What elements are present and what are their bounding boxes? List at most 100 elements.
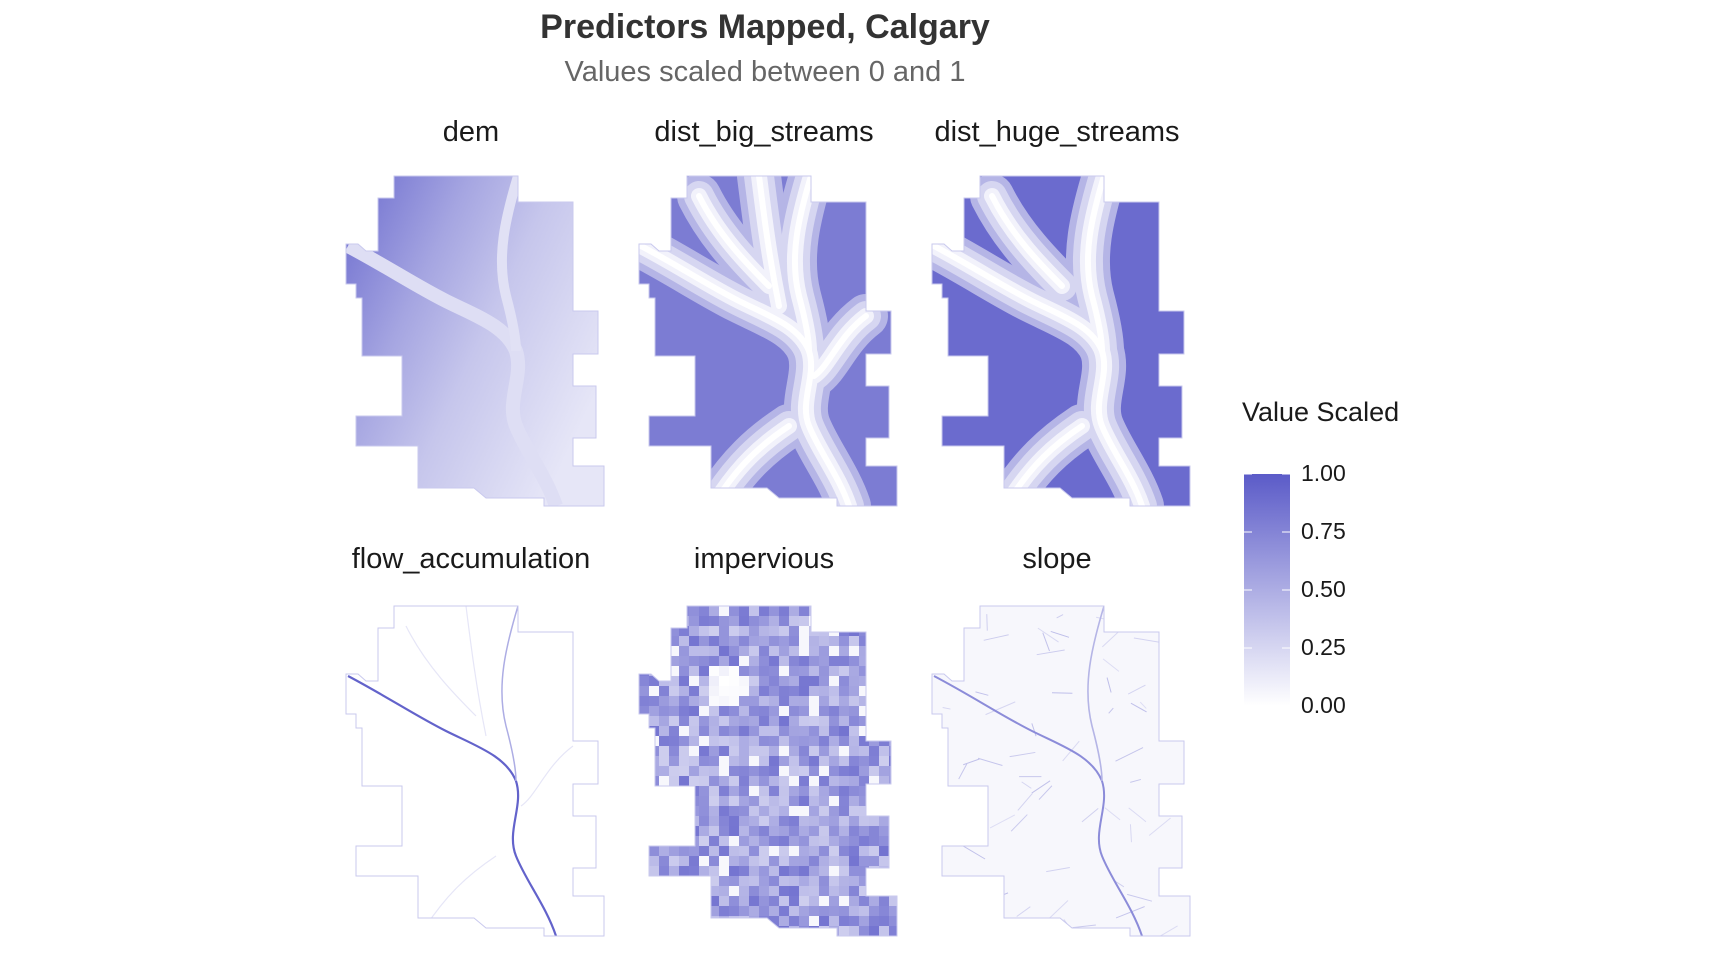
raster-cell [789, 916, 799, 926]
raster-cell [689, 666, 699, 676]
raster-cell [839, 866, 849, 876]
raster-cell [799, 776, 809, 786]
raster-cell [789, 746, 799, 756]
raster-cell [819, 746, 829, 756]
raster-cell [799, 646, 809, 656]
raster-cell [799, 656, 809, 666]
raster-cell [709, 866, 719, 876]
raster-cell [749, 696, 759, 706]
raster-cell [659, 866, 669, 876]
raster-cell [879, 906, 889, 916]
raster-cell [859, 876, 869, 886]
raster-cell [859, 906, 869, 916]
raster-cell [709, 676, 719, 686]
raster-cell [819, 886, 829, 896]
raster-cell [749, 706, 759, 716]
flow-channel [405, 625, 477, 717]
raster-cell [739, 626, 749, 636]
raster-cell [779, 726, 789, 736]
raster-cell [699, 786, 709, 796]
raster-cell [649, 836, 659, 846]
stream-buffer [811, 313, 869, 379]
raster-cell [749, 906, 759, 916]
raster-cell [769, 676, 779, 686]
raster-cell [729, 836, 739, 846]
raster-cell [839, 776, 849, 786]
raster-cell [669, 806, 679, 816]
raster-cell [719, 846, 729, 856]
raster-cell [719, 606, 729, 616]
raster-cell [699, 706, 709, 716]
raster-cell [739, 836, 749, 846]
raster-cell [859, 666, 869, 676]
raster-cell [809, 766, 819, 776]
raster-cell [849, 836, 859, 846]
raster-cell [829, 886, 839, 896]
raster-cell [819, 606, 829, 616]
raster-cell [679, 846, 689, 856]
raster-cell [829, 906, 839, 916]
raster-cell [679, 756, 689, 766]
raster-cell [859, 816, 869, 826]
raster-cell [849, 876, 859, 886]
raster-cell [749, 716, 759, 726]
raster-cell [639, 786, 649, 796]
raster-cell [889, 786, 897, 796]
raster-cell [689, 636, 699, 646]
raster-cell [689, 606, 699, 616]
raster-cell [799, 626, 809, 636]
raster-cell [689, 696, 699, 706]
raster-cell [649, 846, 659, 856]
raster-cell [769, 646, 779, 656]
raster-cell [639, 796, 649, 806]
raster-cell [819, 856, 829, 866]
raster-cell [779, 606, 789, 616]
raster-cell [729, 606, 739, 616]
raster-cell [659, 886, 669, 896]
raster-cell [799, 676, 809, 686]
raster-cell [679, 896, 689, 906]
raster-cell [649, 616, 659, 626]
raster-cell [729, 666, 739, 676]
raster-cell [879, 726, 889, 736]
raster-cell [709, 716, 719, 726]
raster-cell [649, 636, 659, 646]
raster-cell [809, 716, 819, 726]
raster-cell [669, 886, 679, 896]
raster-cell [829, 696, 839, 706]
raster-cell [789, 816, 799, 826]
map-panel-impervious [638, 605, 898, 937]
raster-cell [859, 686, 869, 696]
raster-cell [839, 646, 849, 656]
raster-cell [729, 766, 739, 776]
raster-cell [679, 916, 689, 926]
raster-cell [779, 916, 789, 926]
raster-cell [859, 756, 869, 766]
raster-cell [739, 816, 749, 826]
raster-cell [779, 846, 789, 856]
raster-cell [849, 696, 859, 706]
raster-cell [819, 666, 829, 676]
raster-cell [699, 916, 709, 926]
raster-cell [809, 656, 819, 666]
raster-cell [689, 646, 699, 656]
raster-cell [769, 766, 779, 776]
raster-cell [889, 626, 897, 636]
raster-cell [729, 926, 739, 936]
raster-cell [819, 796, 829, 806]
raster-cell [639, 896, 649, 906]
raster-fill [346, 606, 604, 936]
raster-cell [659, 696, 669, 706]
raster-cell [679, 736, 689, 746]
raster-cell [819, 806, 829, 816]
raster-cell [709, 886, 719, 896]
raster-cell [839, 836, 849, 846]
raster-cell [669, 846, 679, 856]
raster-cell [709, 646, 719, 656]
raster-cell [879, 716, 889, 726]
raster-cell [709, 606, 719, 616]
raster-cell [699, 646, 709, 656]
raster-cell [729, 856, 739, 866]
raster-cell [749, 636, 759, 646]
raster-cell [639, 606, 649, 616]
